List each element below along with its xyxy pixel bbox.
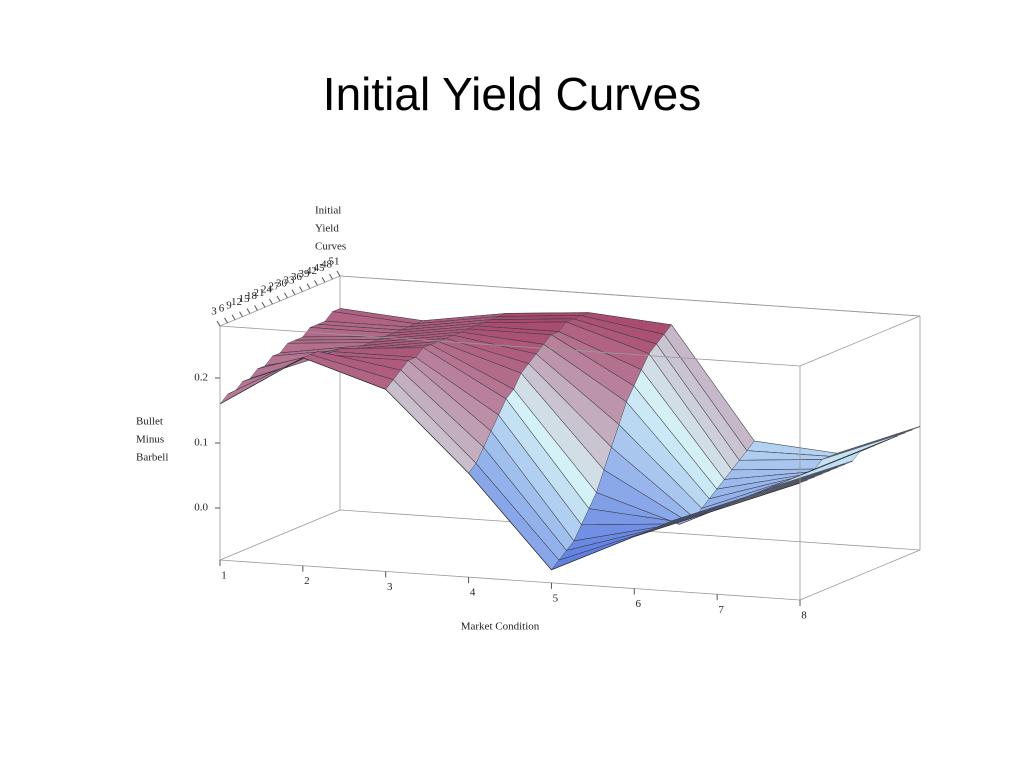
x-tick-label: 8 <box>801 610 807 622</box>
y-tick <box>336 270 341 277</box>
y-tick <box>276 295 281 302</box>
x-tick-label: 7 <box>718 604 724 616</box>
box-edge <box>339 275 921 317</box>
y-tick-label: 18 <box>246 290 258 302</box>
y-tick-label: 51 <box>329 256 340 268</box>
y-tick-label: 48 <box>321 259 333 271</box>
y-tick <box>269 298 273 305</box>
y-tick <box>321 276 326 283</box>
box-edge <box>219 325 801 367</box>
y-tick <box>216 320 221 327</box>
y-tick <box>239 311 243 317</box>
y-tick-label: 36 <box>291 271 303 283</box>
y-tick-label: 45 <box>314 262 326 274</box>
y-tick-label: 42 <box>306 265 317 277</box>
box-edge <box>219 509 341 561</box>
surface-patch <box>731 459 823 471</box>
y-tick <box>231 314 236 321</box>
y-tick <box>291 289 296 296</box>
y-tick-label: 39 <box>299 268 311 280</box>
z-axis-label: Barbell <box>136 452 168 464</box>
y-tick <box>254 305 258 311</box>
slide-title: Initial Yield Curves <box>323 68 701 120</box>
y-tick <box>329 273 333 280</box>
yield-curve <box>219 357 801 571</box>
x-tick-label: 6 <box>636 598 642 610</box>
box-edge <box>799 549 921 601</box>
box-edge <box>799 315 921 367</box>
y-tick-label: 15 <box>239 293 251 305</box>
z-tick-label: 0.2 <box>194 372 208 384</box>
y-tick <box>261 301 266 308</box>
x-tick-label: 3 <box>387 581 393 593</box>
y-tick-label: 21 <box>254 287 265 299</box>
x-tick-label: 1 <box>221 570 227 582</box>
y-tick-label: 27 <box>269 281 281 293</box>
y-tick-label: 12 <box>231 296 242 308</box>
y-tick <box>284 292 288 299</box>
y-tick <box>224 317 228 324</box>
y-tick <box>314 280 318 286</box>
y-tick-label: 33 <box>284 274 296 286</box>
z-axis-label: Bullet <box>136 416 163 428</box>
x-tick-label: 5 <box>553 592 559 604</box>
z-tick-label: 0.0 <box>194 502 208 514</box>
y-tick-label: 6 <box>219 302 225 314</box>
z-tick-label: 0.1 <box>194 437 208 449</box>
y-tick-label: 24 <box>261 284 273 296</box>
y-axis-label: Curves <box>315 241 346 253</box>
y-axis-label: Yield <box>315 223 339 235</box>
x-tick-label: 2 <box>304 575 310 587</box>
y-axis-label: Initial <box>315 205 341 217</box>
y-tick <box>306 283 311 289</box>
z-axis-label: Minus <box>136 434 164 446</box>
y-tick-label: 30 <box>276 277 288 289</box>
y-tick-label: 9 <box>226 299 232 311</box>
y-tick-label: 3 <box>211 306 217 318</box>
y-tick <box>299 286 303 292</box>
x-axis-label: Market Condition <box>461 621 540 633</box>
y-tick <box>246 308 251 314</box>
x-tick-label: 4 <box>470 587 476 599</box>
box-edge <box>219 559 801 601</box>
